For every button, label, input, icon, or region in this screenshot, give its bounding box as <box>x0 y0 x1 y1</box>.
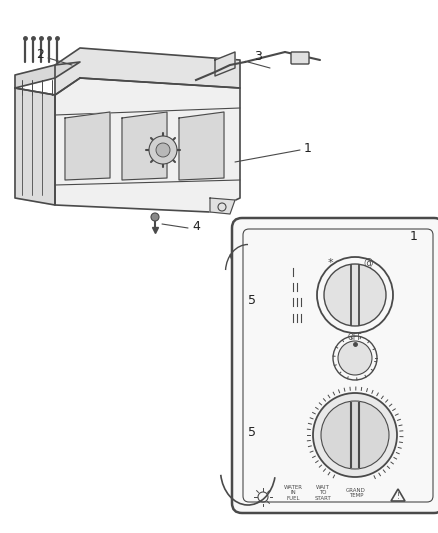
Polygon shape <box>15 88 55 205</box>
Polygon shape <box>210 198 235 214</box>
Circle shape <box>313 393 397 477</box>
Circle shape <box>149 136 177 164</box>
Text: WATER
IN
FUEL: WATER IN FUEL <box>283 484 303 502</box>
Text: *: * <box>327 258 333 268</box>
FancyBboxPatch shape <box>291 52 309 64</box>
Polygon shape <box>15 62 80 88</box>
Circle shape <box>151 213 159 221</box>
Text: WAIT
TO
START: WAIT TO START <box>314 484 332 502</box>
Polygon shape <box>55 78 240 212</box>
Text: OFF: OFF <box>348 334 362 343</box>
FancyBboxPatch shape <box>232 218 438 513</box>
Polygon shape <box>215 52 235 76</box>
Text: 2: 2 <box>36 47 44 61</box>
Polygon shape <box>65 112 110 180</box>
Text: 4: 4 <box>192 220 200 232</box>
Circle shape <box>324 264 386 326</box>
Circle shape <box>156 143 170 157</box>
Text: 1: 1 <box>410 230 418 243</box>
Polygon shape <box>179 112 224 180</box>
Text: 1: 1 <box>304 141 312 155</box>
Text: @: @ <box>363 258 373 268</box>
Polygon shape <box>122 112 167 180</box>
Circle shape <box>321 401 389 469</box>
Text: !: ! <box>396 492 399 501</box>
Text: 5: 5 <box>248 425 256 439</box>
Circle shape <box>338 341 372 375</box>
Text: 3: 3 <box>254 50 262 62</box>
Text: 5: 5 <box>248 294 256 306</box>
Text: GRAND
TEMP: GRAND TEMP <box>346 488 366 498</box>
Polygon shape <box>55 48 240 95</box>
